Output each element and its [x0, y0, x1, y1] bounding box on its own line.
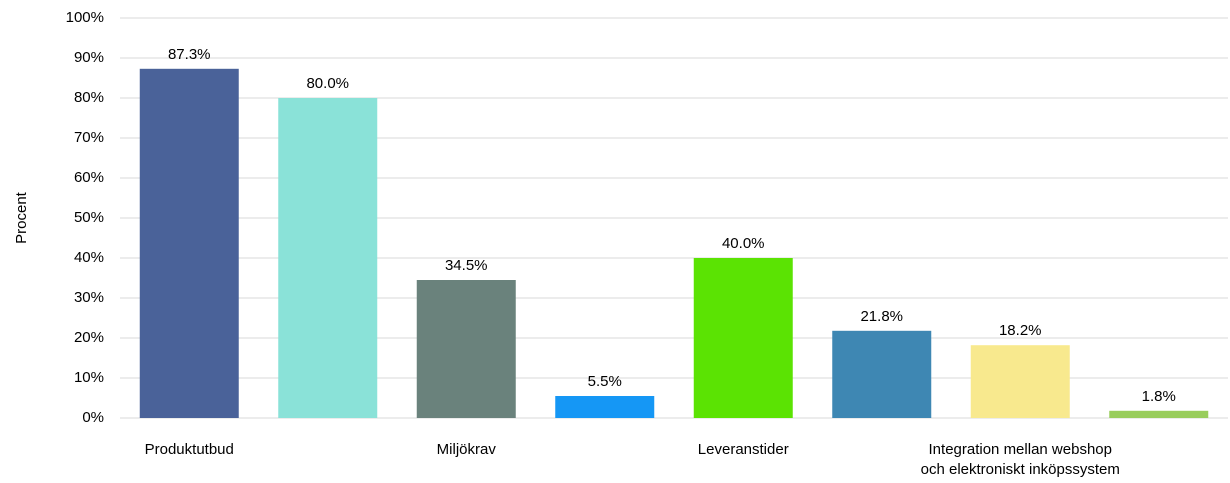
- bar: [278, 98, 378, 418]
- data-label: 21.8%: [860, 308, 903, 325]
- bar: [970, 345, 1070, 418]
- y-axis-label: Procent: [13, 191, 30, 244]
- y-tick-label: 80%: [74, 89, 104, 106]
- bar: [416, 280, 516, 418]
- x-tick-label: Leveranstider: [697, 441, 789, 458]
- data-label: 34.5%: [445, 257, 488, 274]
- y-tick-label: 40%: [74, 249, 104, 266]
- bar: [693, 258, 793, 418]
- data-label: 40.0%: [722, 235, 765, 252]
- data-label: 87.3%: [168, 46, 211, 63]
- x-tick-label: Integration mellan webshop och elektroni…: [920, 441, 1120, 478]
- bar: [832, 330, 932, 418]
- data-label: 80.0%: [306, 75, 349, 92]
- data-label: 5.5%: [588, 373, 622, 390]
- y-tick-label: 70%: [74, 129, 104, 146]
- bar: [1109, 410, 1209, 418]
- y-tick-label: 20%: [74, 329, 104, 346]
- y-tick-label: 100%: [66, 9, 104, 26]
- data-label: 1.8%: [1142, 388, 1176, 405]
- bar: [555, 396, 655, 418]
- bar: [139, 68, 239, 419]
- y-tick-label: 0%: [82, 409, 104, 426]
- y-tick-label: 50%: [74, 209, 104, 226]
- x-tick-label: Produktutbud: [144, 441, 234, 458]
- data-label: 18.2%: [999, 322, 1042, 339]
- x-tick-label: Miljökrav: [436, 441, 496, 458]
- y-tick-label: 90%: [74, 49, 104, 66]
- y-tick-label: 10%: [74, 369, 104, 386]
- y-tick-label: 30%: [74, 289, 104, 306]
- y-tick-label: 60%: [74, 169, 104, 186]
